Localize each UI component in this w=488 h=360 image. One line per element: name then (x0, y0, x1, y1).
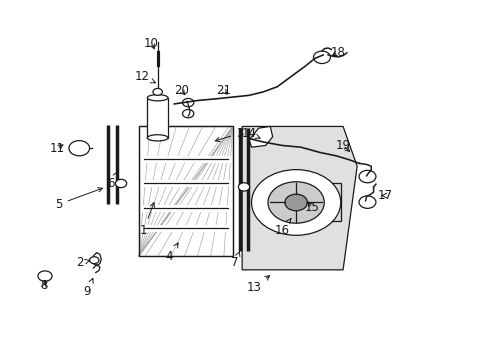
Circle shape (115, 179, 126, 188)
Text: 6: 6 (107, 172, 117, 190)
Bar (139, 126, 232, 256)
Circle shape (285, 194, 307, 211)
Text: 18: 18 (330, 46, 345, 59)
Bar (139, 126, 232, 256)
Text: 16: 16 (274, 219, 290, 237)
Ellipse shape (147, 95, 168, 101)
Bar (147, 98, 168, 138)
Circle shape (89, 257, 99, 264)
Text: 12: 12 (134, 70, 155, 83)
Text: 17: 17 (377, 189, 392, 202)
Circle shape (267, 182, 324, 223)
Text: 9: 9 (83, 278, 93, 298)
Text: 15: 15 (305, 201, 319, 214)
Text: 1: 1 (140, 203, 154, 237)
Text: 3: 3 (215, 127, 243, 142)
Text: 14: 14 (241, 127, 260, 140)
Text: 21: 21 (215, 84, 230, 96)
Text: 7: 7 (231, 251, 240, 269)
Circle shape (251, 170, 340, 235)
Text: 13: 13 (246, 276, 269, 294)
Text: 8: 8 (41, 279, 48, 292)
Circle shape (238, 183, 249, 191)
Polygon shape (242, 126, 356, 270)
Text: 2: 2 (76, 256, 90, 269)
Text: 5: 5 (55, 188, 102, 211)
Text: 19: 19 (335, 139, 350, 152)
Circle shape (153, 89, 162, 95)
Text: 11: 11 (49, 143, 64, 156)
Text: 10: 10 (144, 37, 159, 50)
Ellipse shape (147, 135, 168, 141)
Bar (305, 184, 340, 221)
Text: 20: 20 (173, 84, 188, 96)
Text: 4: 4 (165, 243, 178, 262)
Polygon shape (249, 126, 272, 147)
